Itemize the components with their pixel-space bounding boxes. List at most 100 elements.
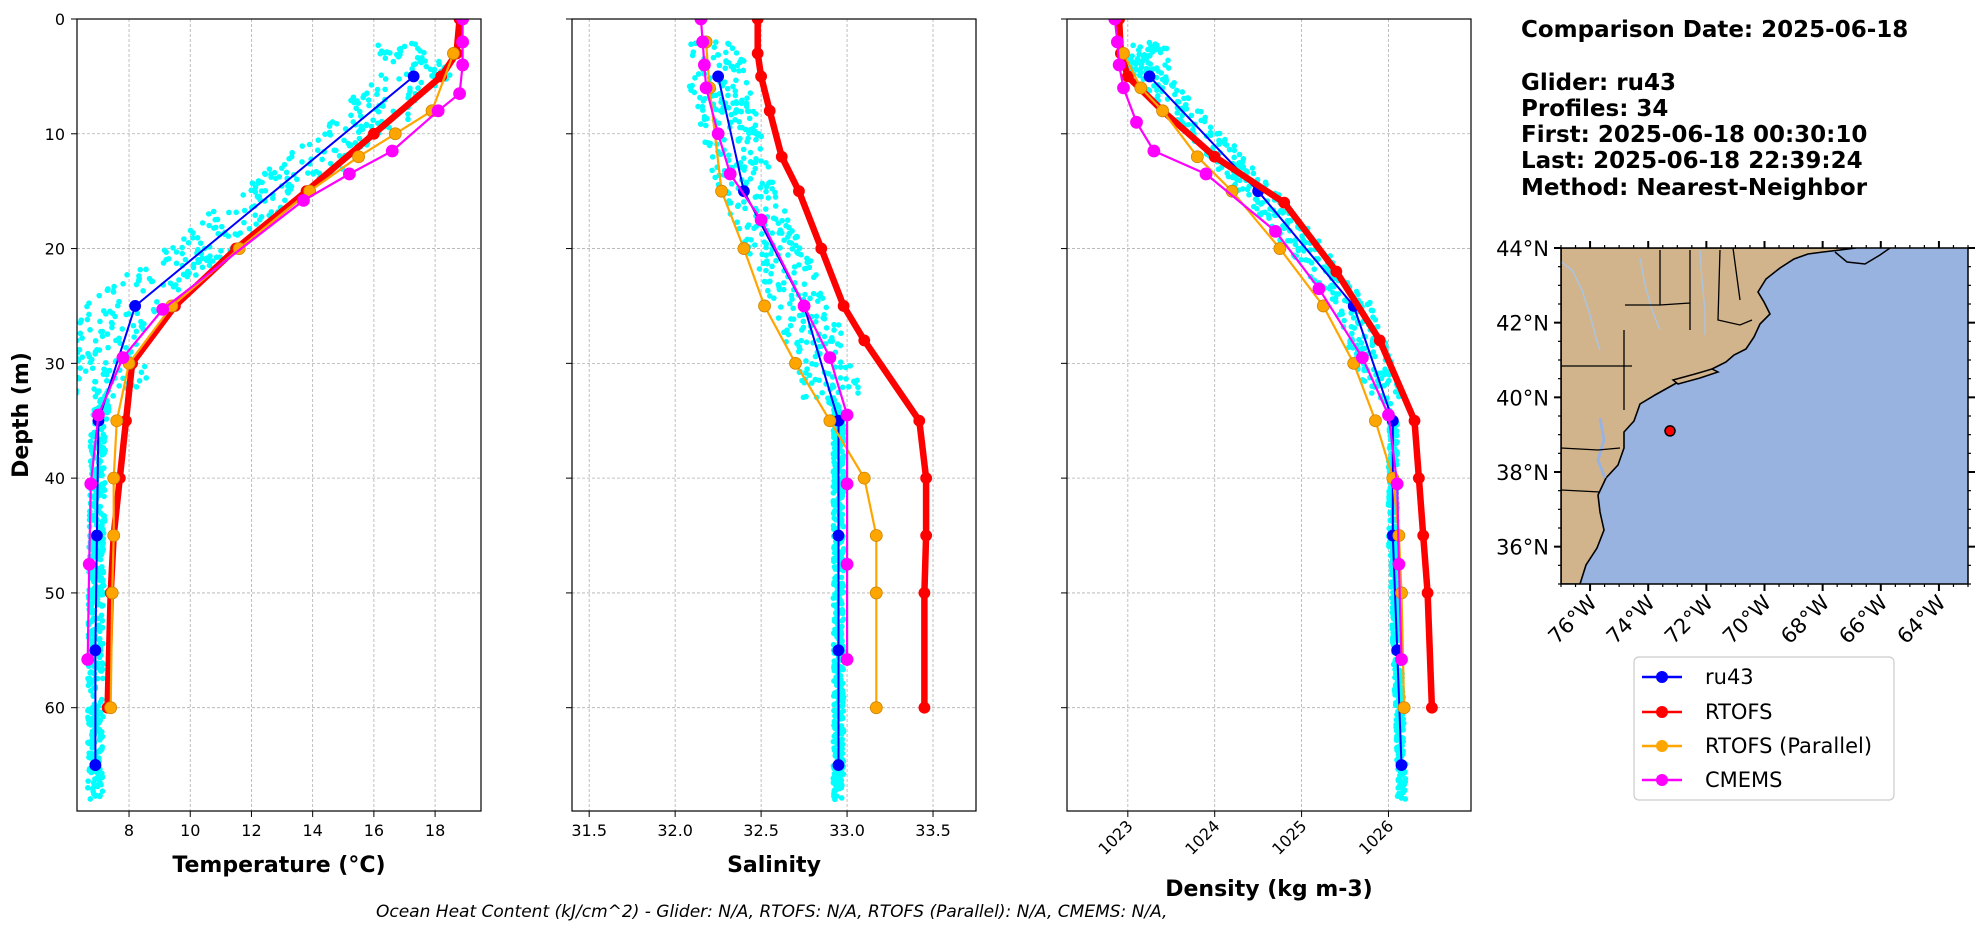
- glider-observation: [103, 377, 110, 384]
- glider-observation: [737, 59, 743, 66]
- glider-observation: [134, 310, 141, 317]
- density-axis-label: Density (kg m-3): [1165, 877, 1373, 902]
- glider-observation: [791, 269, 797, 276]
- glider-observation: [831, 658, 838, 664]
- glider-observation: [781, 280, 787, 286]
- data-point: [1373, 334, 1386, 347]
- depth-y-ticks: 0 10 20 30 40 50 60: [45, 10, 77, 718]
- series-ru43: [1143, 70, 1408, 771]
- glider-observation: [1146, 39, 1153, 46]
- glider-observation: [789, 246, 796, 252]
- glider-observation: [1188, 112, 1195, 119]
- data-point: [1421, 587, 1434, 599]
- glider-observation: [110, 393, 116, 399]
- glider-observation: [838, 574, 845, 581]
- glider-observation: [99, 675, 106, 682]
- glider-observation: [96, 570, 103, 576]
- glider-observation: [1333, 291, 1340, 297]
- glider-observation: [777, 304, 784, 310]
- glider-observation: [747, 149, 754, 156]
- glider-observation: [1341, 317, 1347, 324]
- glider-observation: [807, 295, 813, 302]
- glider-observation: [90, 569, 97, 576]
- glider-observation: [133, 328, 140, 335]
- glider-observation: [833, 678, 839, 684]
- glider-observation: [715, 52, 721, 58]
- legend-entry-ru43: ru43: [1642, 665, 1754, 689]
- glider-observation: [96, 780, 103, 787]
- series-line: [94, 75, 415, 766]
- glider-observation: [743, 79, 750, 86]
- glider-observation: [690, 49, 697, 55]
- glider-observation: [725, 92, 731, 99]
- glider-observation: [210, 208, 217, 215]
- glider-observation: [1394, 450, 1400, 456]
- glider-observation: [801, 281, 808, 287]
- glider-observation: [732, 92, 739, 99]
- glider-observation: [744, 236, 751, 243]
- glider-observation: [831, 473, 838, 480]
- glider-observation: [79, 335, 85, 341]
- glider-observation: [137, 266, 144, 273]
- glider-observation: [830, 468, 837, 474]
- x-tick-label: 31.5: [571, 821, 607, 840]
- data-point: [104, 701, 118, 715]
- glider-observation: [114, 302, 121, 309]
- glider-observation: [150, 306, 157, 313]
- data-point: [918, 587, 931, 599]
- glider-observation: [832, 617, 838, 623]
- glider-observation: [1259, 199, 1266, 206]
- glider-observation: [1255, 199, 1261, 205]
- glider-observation: [252, 184, 259, 191]
- glider-observation: [99, 666, 106, 673]
- glider-observation: [1222, 136, 1228, 143]
- glider-observation: [99, 624, 106, 631]
- glider-observation: [832, 610, 839, 616]
- glider-observation: [784, 217, 791, 223]
- data-point: [840, 477, 854, 491]
- glider-observation: [790, 316, 797, 322]
- glider-observation: [831, 579, 837, 586]
- glider-observation: [767, 278, 773, 285]
- x-tick-label: 33.0: [829, 821, 865, 840]
- glider-observation: [436, 61, 442, 68]
- glider-observation: [741, 199, 747, 205]
- glider-observation: [1302, 239, 1309, 246]
- glider-observation: [728, 111, 735, 118]
- data-point: [918, 701, 931, 714]
- glider-observation: [1179, 112, 1185, 119]
- glider-observation: [98, 426, 105, 433]
- glider-observation: [116, 335, 122, 342]
- glider-observation: [1162, 78, 1168, 85]
- glider-observation: [104, 287, 111, 294]
- glider-observation: [765, 195, 772, 201]
- series-rtofs-parallel-: [104, 47, 460, 715]
- glider-observation: [743, 179, 750, 186]
- glider-observation: [1250, 170, 1257, 177]
- comparison-date: Comparison Date: 2025-06-18: [1521, 17, 1908, 43]
- y-tick-label: 20: [45, 240, 65, 259]
- glider-observation: [179, 250, 186, 257]
- glider-observation: [803, 339, 810, 346]
- data-point: [1134, 81, 1148, 95]
- y-tick-label: 30: [45, 354, 65, 373]
- glider-observation: [819, 389, 825, 396]
- glider-observation: [843, 376, 849, 382]
- temperature-axes-frame: [76, 18, 482, 812]
- glider-observation: [781, 208, 788, 214]
- x-tick-label: 1024: [1181, 816, 1223, 858]
- data-point: [751, 47, 764, 60]
- y-tick-label: 0: [55, 10, 65, 29]
- glider-observation: [1231, 154, 1237, 161]
- glider-observation: [100, 589, 106, 596]
- lat-tick-label: 40°N: [1496, 386, 1549, 410]
- glider-observation: [1388, 584, 1394, 590]
- glider-observation: [747, 175, 754, 182]
- glider-observation: [98, 486, 104, 493]
- glider-observation: [322, 131, 328, 137]
- glider-observation: [136, 273, 142, 279]
- y-tick-label: 40: [45, 469, 65, 488]
- glider-observation: [1154, 87, 1160, 93]
- temperature-grid: [77, 18, 481, 811]
- glider-observation: [1387, 400, 1394, 407]
